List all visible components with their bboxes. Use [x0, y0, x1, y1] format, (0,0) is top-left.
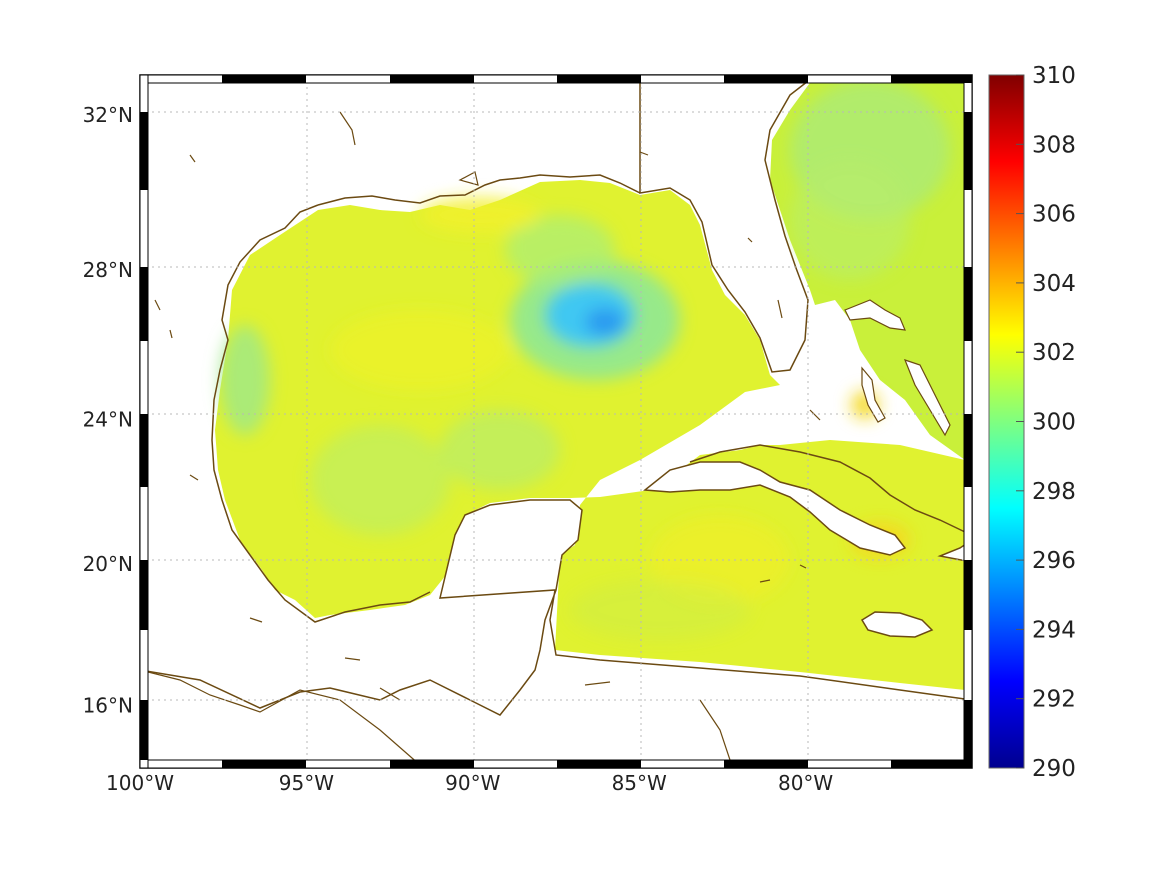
- colorbar-tick-label: 304: [1032, 271, 1076, 297]
- lon-tick-label: 100°W: [106, 771, 174, 795]
- colorbar: 310 308 306 304 302 300 298 296 294 292 290: [988, 63, 1076, 782]
- colorbar-tick-label: 290: [1032, 756, 1076, 782]
- coastline-west: [211, 204, 431, 623]
- colorbar-tick-label: 302: [1032, 340, 1076, 366]
- lon-tick-label: 85°W: [612, 771, 667, 795]
- colorbar-tick-label: 292: [1032, 687, 1076, 713]
- lat-tick-label: 32°N: [83, 103, 133, 127]
- colorbar-tick-label: 294: [1032, 617, 1076, 643]
- lat-tick-label: 16°N: [83, 693, 133, 717]
- minor-coast-features: [140, 111, 821, 766]
- lon-tick-label: 80°W: [778, 771, 833, 795]
- longitude-tick-labels: 100°W 95°W 90°W 85°W 80°W: [106, 771, 833, 795]
- land-florida: [639, 77, 815, 373]
- lat-tick-label: 24°N: [83, 407, 133, 431]
- lon-tick-label: 95°W: [279, 771, 334, 795]
- land-cuba: [643, 461, 907, 556]
- colorbar-tick-label: 308: [1032, 132, 1076, 158]
- lon-tick-label: 90°W: [445, 771, 500, 795]
- land-jamaica: [860, 611, 934, 638]
- colorbar-tick-label: 298: [1032, 479, 1076, 505]
- map-frame: [139, 74, 973, 769]
- lat-tick-label: 20°N: [83, 552, 133, 576]
- colorbar-tick-label: 296: [1032, 548, 1076, 574]
- colorbar-tick-label: 300: [1032, 410, 1076, 436]
- land-bahamas: [844, 299, 951, 437]
- lat-tick-label: 28°N: [83, 258, 133, 282]
- coastline-north: [317, 174, 641, 206]
- colorbar-tick-label: 306: [1032, 202, 1076, 228]
- colorbar-tick-label: 310: [1032, 63, 1076, 89]
- latitude-tick-labels: 32°N 28°N 24°N 20°N 16°N: [83, 103, 133, 718]
- cuba-north-coast: [689, 444, 966, 533]
- graticule: [140, 75, 972, 768]
